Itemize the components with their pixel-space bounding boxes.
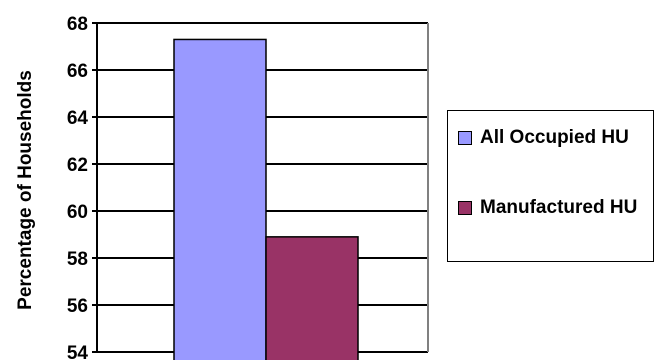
y-tick-labels: 54 56 58 60 62 64 66 68 — [67, 14, 89, 360]
legend: All Occupied HU Manufactured HU — [447, 110, 654, 262]
legend-swatch-manufactured — [458, 201, 472, 215]
y-tick-label-54: 54 — [67, 343, 89, 360]
bar-manufactured — [265, 236, 359, 360]
y-tick-label-56: 56 — [67, 296, 88, 317]
y-tick-label-60: 60 — [67, 202, 88, 223]
y-tick-label-66: 66 — [67, 61, 88, 82]
legend-label-all-occupied: All Occupied HU — [480, 127, 629, 148]
y-axis-title: Percentage of Households — [15, 70, 36, 310]
y-tick-label-62: 62 — [67, 155, 88, 176]
y-tick-label-68: 68 — [67, 14, 88, 35]
bar-all-occupied — [173, 38, 267, 360]
y-tick-label-64: 64 — [67, 108, 89, 129]
bars — [173, 38, 359, 360]
y-tick-label-58: 58 — [67, 249, 88, 270]
axes — [92, 22, 429, 353]
legend-swatch-all-occupied — [458, 131, 472, 145]
legend-label-manufactured: Manufactured HU — [480, 197, 638, 218]
